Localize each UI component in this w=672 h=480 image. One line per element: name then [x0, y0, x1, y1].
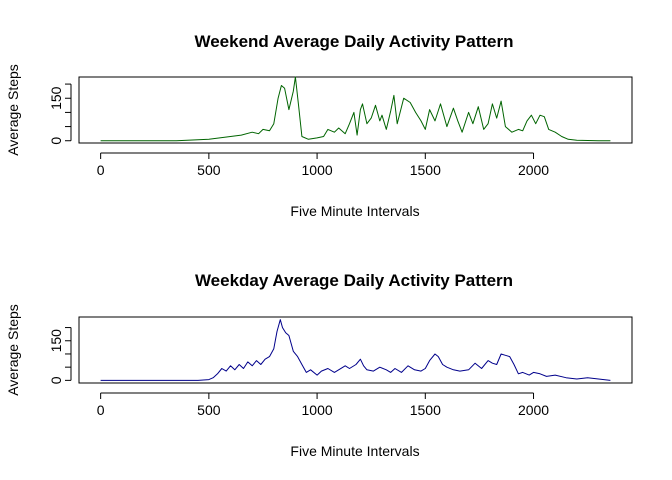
weekday-x-tick-label: 500 [197, 402, 221, 418]
weekday-panel: Weekday Average Daily Activity Pattern A… [5, 271, 633, 459]
weekend-x-axis-label: Five Minute Intervals [290, 203, 419, 219]
weekend-x-tick-label: 1500 [410, 162, 441, 178]
weekend-x-tick-label: 1000 [302, 162, 333, 178]
weekend-x-tick-label: 500 [197, 162, 221, 178]
weekday-x-tick-label: 1500 [410, 402, 441, 418]
weekend-y-axis-label: Average Steps [5, 64, 21, 156]
weekend-y-tick-label: 0 [48, 137, 64, 145]
weekday-y-axis-label: Average Steps [5, 304, 21, 396]
weekday-chart-title: Weekday Average Daily Activity Pattern [195, 271, 513, 290]
weekend-plot-frame [78, 76, 633, 144]
weekend-series-line [100, 76, 611, 142]
weekday-y-tick-label: 0 [48, 376, 64, 384]
weekday-x-tick-label: 0 [97, 402, 105, 418]
weekend-y-tick-label: 150 [48, 86, 64, 110]
weekday-x-tick-label: 2000 [518, 402, 549, 418]
weekday-plot-frame [78, 316, 633, 384]
weekend-chart-title: Weekend Average Daily Activity Pattern [194, 32, 513, 51]
weekday-x-axis-label: Five Minute Intervals [290, 443, 419, 459]
weekend-x-tick-label: 2000 [518, 162, 549, 178]
weekday-series-line [100, 319, 611, 381]
weekday-y-tick-label: 150 [48, 329, 64, 353]
weekend-panel: Weekend Average Daily Activity Pattern A… [5, 32, 633, 219]
weekday-x-tick-label: 1000 [302, 402, 333, 418]
weekend-x-tick-label: 0 [97, 162, 105, 178]
